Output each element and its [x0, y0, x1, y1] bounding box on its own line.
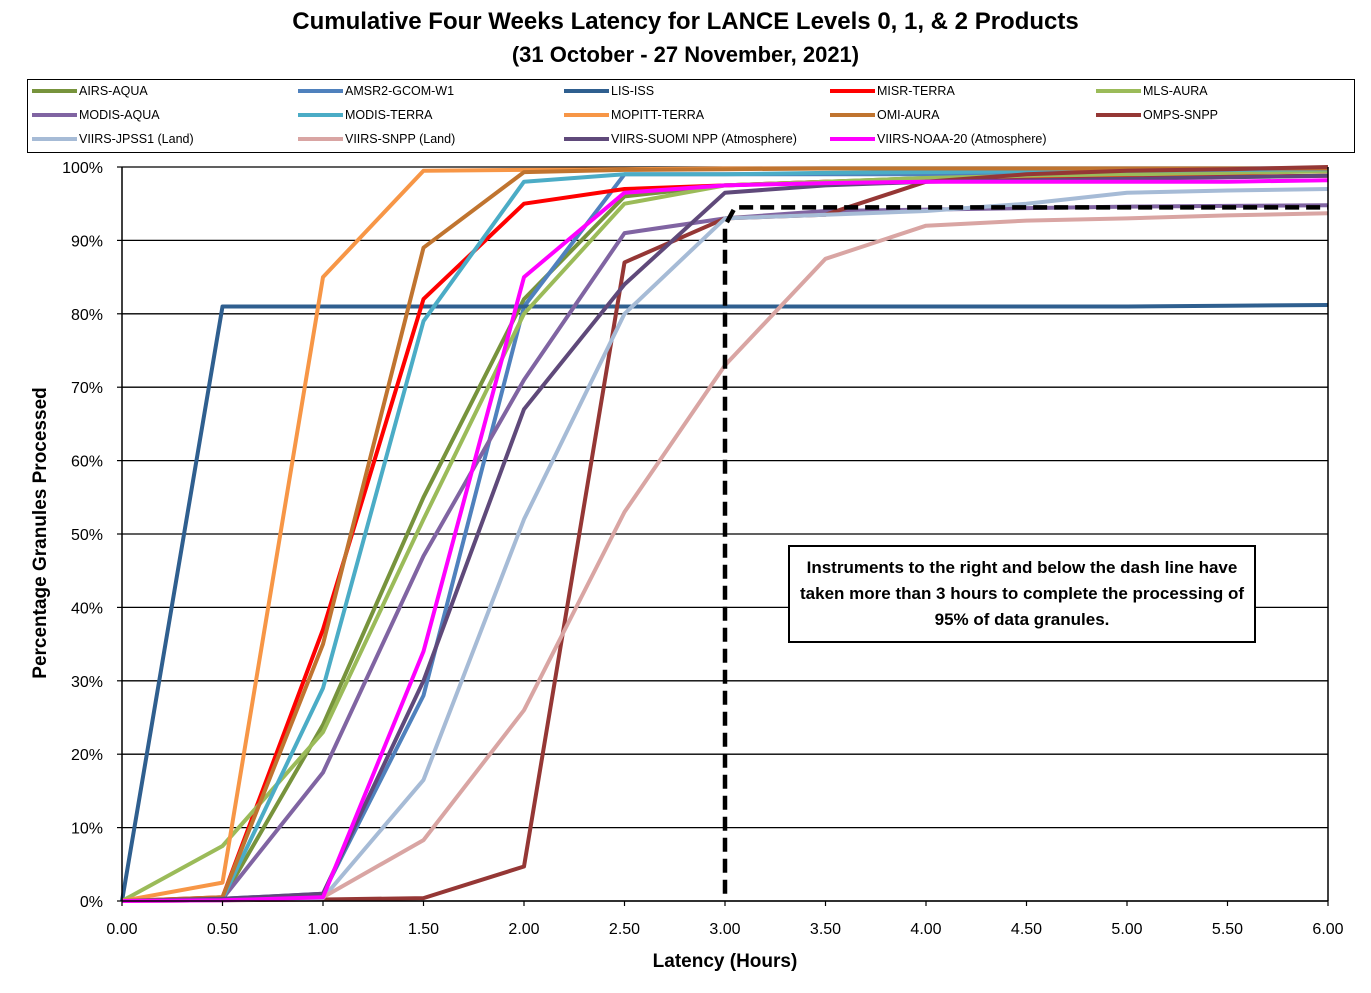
x-tick-label: 5.00 — [1111, 921, 1142, 938]
legend-item: OMPS-SNPP — [1096, 105, 1218, 125]
y-axis-label: Percentage Granules Processed — [30, 387, 51, 678]
legend-label: OMPS-SNPP — [1143, 108, 1219, 122]
legend: AIRS-AQUA AMSR2-GCOM-W1 LIS-ISS MISR-TERRA M… — [27, 79, 1355, 153]
x-tick-label: 1.00 — [307, 921, 338, 938]
legend-swatch — [1096, 113, 1141, 117]
legend-item: MODIS-TERRA — [298, 105, 433, 125]
legend-item: MODIS-AQUA — [32, 105, 160, 125]
legend-item: VIIRS-SNPP (Land) — [298, 129, 455, 149]
y-tick-label: 30% — [71, 674, 103, 691]
x-tick-label: 3.50 — [810, 921, 841, 938]
legend-item: MOPITT-TERRA — [564, 105, 704, 125]
series-line-omi-aura — [121, 166, 1328, 903]
tick-labels: 0.00 0.50 1.00 1.50 2.00 2.50 3.00 3.50 4.00 4.50… — [62, 160, 1344, 938]
legend-swatch — [564, 113, 609, 117]
series-line-lis-iss — [120, 303, 1329, 902]
legend-label: MISR-TERRA — [877, 84, 955, 98]
legend-item: OMI-AURA — [830, 105, 940, 125]
legend-item: AMSR2-GCOM-W1 — [298, 81, 454, 101]
legend-swatch — [298, 89, 343, 93]
legend-item: VIIRS-JPSS1 (Land) — [32, 129, 194, 149]
y-tick-label: 20% — [71, 747, 103, 764]
legend-swatch — [32, 89, 77, 93]
legend-label: VIIRS-SNPP (Land) — [345, 132, 456, 146]
y-tick-label: 60% — [71, 454, 103, 471]
x-tick-label: 2.00 — [508, 921, 539, 938]
legend-swatch — [32, 137, 77, 141]
legend-label: MLS-AURA — [1143, 84, 1208, 98]
legend-item: AIRS-AQUA — [32, 81, 148, 101]
x-tick-label: 1.50 — [408, 921, 439, 938]
x-tick-label: 4.50 — [1011, 921, 1042, 938]
legend-item: VIIRS-SUOMI NPP (Atmosphere) — [564, 129, 797, 149]
x-tick-label: 2.50 — [609, 921, 640, 938]
threshold-line — [722, 205, 1328, 894]
x-tick-label: 0.50 — [207, 921, 238, 938]
x-tick-label: 6.00 — [1312, 921, 1343, 938]
legend-swatch — [830, 113, 875, 117]
y-tick-label: 50% — [71, 527, 103, 544]
legend-swatch — [564, 89, 609, 93]
legend-swatch — [298, 137, 343, 141]
legend-label: VIIRS-SUOMI NPP (Atmosphere) — [611, 132, 797, 146]
x-tick-label: 4.00 — [910, 921, 941, 938]
legend-item: MLS-AURA — [1096, 81, 1208, 101]
y-tick-label: 0% — [80, 894, 103, 911]
legend-label: VIIRS-JPSS1 (Land) — [79, 132, 194, 146]
series-line-viirs-noaa-20-atmosphere- — [121, 178, 1329, 903]
legend-swatch — [564, 137, 609, 141]
legend-swatch — [32, 113, 77, 117]
y-tick-label: 80% — [71, 307, 103, 324]
legend-label: AMSR2-GCOM-W1 — [345, 84, 455, 98]
legend-label: MODIS-TERRA — [345, 108, 433, 122]
chart-subtitle: (31 October - 27 November, 2021) — [511, 42, 860, 67]
series-lines — [120, 165, 1329, 903]
x-tick-label: 5.50 — [1212, 921, 1243, 938]
y-tick-label: 90% — [71, 233, 103, 250]
y-tick-label: 40% — [71, 600, 103, 617]
legend-label: LIS-ISS — [611, 84, 655, 98]
legend-item: MISR-TERRA — [830, 81, 955, 101]
legend-swatch — [830, 89, 875, 93]
chart-title: Cumulative Four Weeks Latency for LANCE … — [292, 8, 1079, 35]
legend-swatch — [298, 113, 343, 117]
legend-label: MOPITT-TERRA — [611, 108, 705, 122]
y-tick-label: 10% — [71, 821, 103, 838]
x-axis-label: Latency (Hours) — [653, 951, 798, 972]
legend-item: VIIRS-NOAA-20 (Atmosphere) — [830, 129, 1047, 149]
legend-item: LIS-ISS — [564, 81, 654, 101]
legend-label: VIIRS-NOAA-20 (Atmosphere) — [877, 132, 1047, 146]
legend-label: AIRS-AQUA — [79, 84, 148, 98]
annotation-box: Instruments to the right and below the d… — [788, 545, 1256, 643]
y-tick-label: 100% — [62, 160, 103, 177]
legend-swatch — [830, 137, 875, 141]
threshold-dash-line — [722, 205, 1328, 894]
x-tick-label: 0.00 — [106, 921, 137, 938]
legend-label: OMI-AURA — [877, 108, 940, 122]
y-tick-label: 70% — [71, 380, 103, 397]
x-tick-label: 3.00 — [709, 921, 740, 938]
legend-swatch — [1096, 89, 1141, 93]
legend-label: MODIS-AQUA — [79, 108, 160, 122]
